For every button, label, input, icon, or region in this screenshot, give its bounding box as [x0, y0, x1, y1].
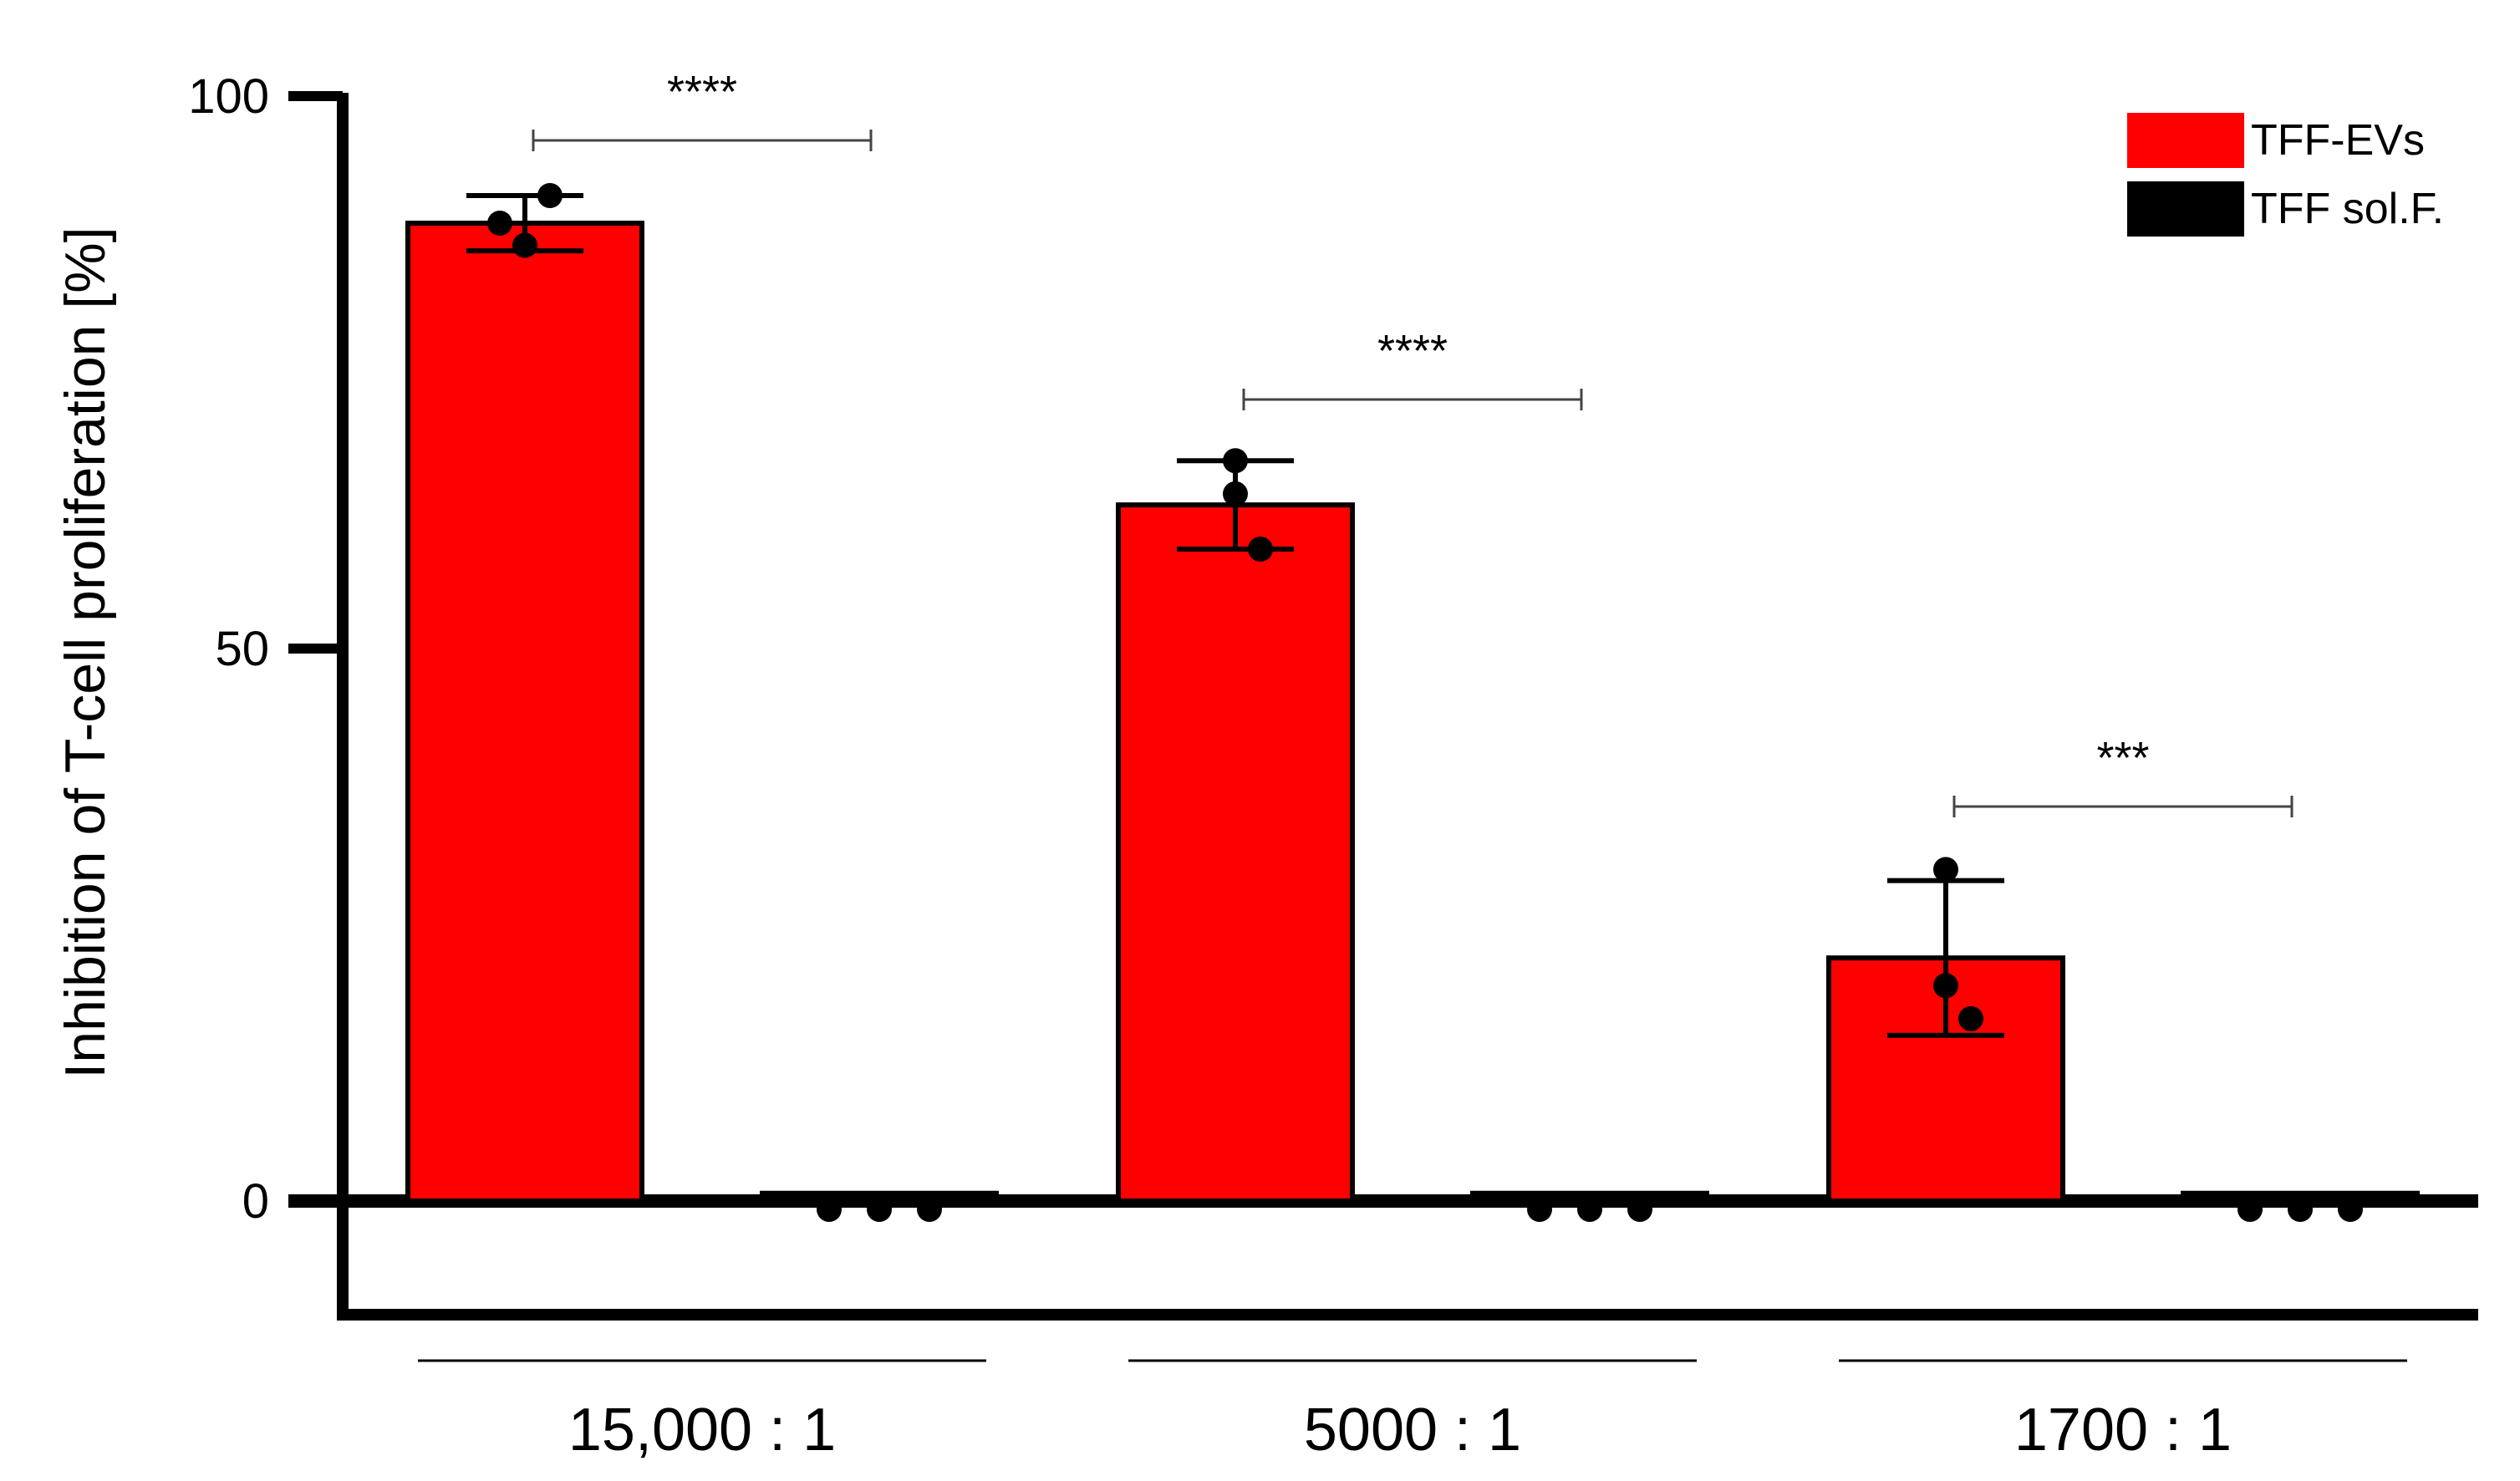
legend-swatch-tff-evs [2127, 113, 2244, 168]
data-point [867, 1197, 892, 1222]
legend: TFF-EVs TFF sol.F. [2127, 113, 2444, 237]
axes: 0 50 100 [188, 69, 2478, 1321]
significance-bracket [1952, 796, 2293, 817]
significance-bracket [532, 130, 873, 151]
data-point [1527, 1197, 1552, 1222]
category-label: 5000 : 1 [1304, 1397, 1521, 1463]
data-point [917, 1197, 942, 1222]
significance-label: **** [667, 67, 737, 117]
data-point [1223, 481, 1248, 506]
bars [405, 182, 2420, 1222]
significance-label: **** [1377, 326, 1448, 376]
data-point [512, 232, 537, 258]
data-point [1248, 537, 1273, 562]
y-tick-label: 100 [188, 69, 269, 124]
data-point [1627, 1197, 1652, 1222]
data-point [1933, 973, 1958, 999]
data-point [537, 182, 563, 208]
y-axis-label: Inhibition of T-cell proliferation [%] [53, 226, 117, 1078]
data-point [1933, 857, 1958, 883]
data-point [2237, 1197, 2263, 1222]
data-point [2338, 1197, 2363, 1222]
data-point [487, 211, 512, 237]
category-label: 15,000 : 1 [568, 1397, 836, 1463]
significance-label: *** [2096, 733, 2149, 783]
significance-bracket [1242, 389, 1583, 410]
axis-labels: Inhibition of T-cell proliferation [%] 15… [53, 226, 2407, 1463]
data-point [1958, 1005, 1983, 1031]
legend-label: TFF-EVs [2251, 116, 2425, 165]
bar-tff-evs [1116, 502, 1355, 1204]
y-tick-label: 50 [215, 622, 269, 676]
data-point [1223, 448, 1248, 474]
legend-swatch-tff-solf [2127, 181, 2244, 237]
data-point [2288, 1197, 2313, 1222]
bar-tff-evs [405, 221, 644, 1204]
data-point [1577, 1197, 1602, 1222]
y-tick-label: 0 [242, 1174, 269, 1229]
category-label: 1700 : 1 [2014, 1397, 2232, 1463]
legend-label: TFF sol.F. [2251, 185, 2444, 233]
significance-annotations: *********** [532, 67, 2293, 817]
data-point [817, 1197, 842, 1222]
